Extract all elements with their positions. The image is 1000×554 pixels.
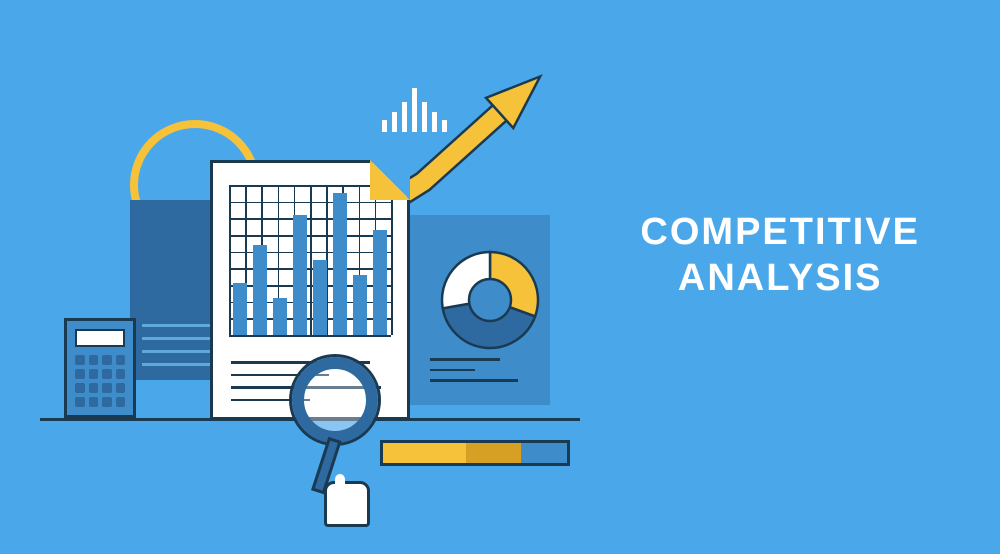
progress-bar xyxy=(380,440,570,466)
title-line-2: ANALYSIS xyxy=(640,256,920,302)
page-title: COMPETITIVE ANALYSIS xyxy=(640,210,920,301)
title-line-1: COMPETITIVE xyxy=(640,210,920,256)
infographic-canvas: COMPETITIVE ANALYSIS xyxy=(0,0,1000,554)
